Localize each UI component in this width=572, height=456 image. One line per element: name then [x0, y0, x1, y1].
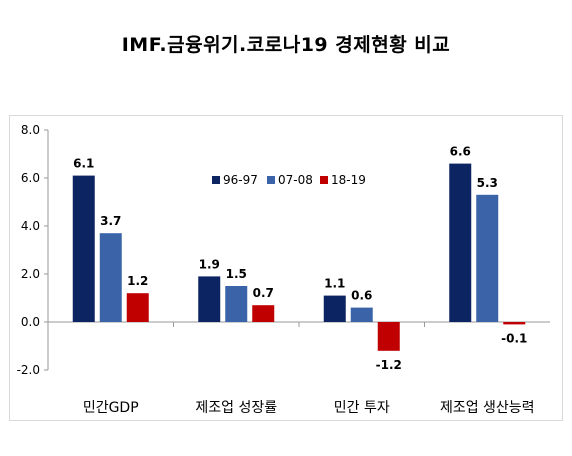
bar-96-97 — [72, 175, 95, 322]
y-tick-label: 0.0 — [21, 315, 40, 329]
bar-96-97 — [449, 163, 472, 322]
chart-title: IMF.금융위기.코로나19 경제현황 비교 — [121, 34, 451, 56]
data-label: 6.1 — [73, 157, 94, 171]
data-label: -1.2 — [376, 358, 402, 372]
x-category-label: 제조업 성장률 — [195, 400, 277, 416]
x-category-label: 민간GDP — [83, 400, 139, 416]
legend-swatch — [267, 176, 275, 184]
bar-07-08 — [350, 307, 373, 322]
bar-07-08 — [225, 286, 248, 322]
y-tick-label: 8.0 — [21, 123, 40, 137]
bar-18-19 — [126, 293, 149, 322]
y-tick-label: -2.0 — [17, 363, 40, 377]
legend-swatch — [320, 176, 328, 184]
y-tick-label: 4.0 — [21, 219, 40, 233]
data-label: 0.7 — [253, 286, 274, 300]
legend-label: 07-08 — [278, 173, 313, 187]
legend-label: 96-97 — [223, 173, 258, 187]
data-label: 1.5 — [226, 267, 247, 281]
chart-frame — [9, 115, 563, 421]
legend-swatch — [212, 176, 220, 184]
data-label: 0.6 — [351, 289, 372, 303]
data-label: -0.1 — [501, 331, 527, 345]
y-tick-label: 2.0 — [21, 267, 40, 281]
data-label: 6.6 — [450, 145, 471, 159]
x-category-label: 제조업 생산능력 — [440, 400, 535, 416]
bar-96-97 — [323, 295, 346, 322]
bar-18-19 — [252, 305, 275, 322]
bar-07-08 — [476, 194, 499, 322]
data-label: 1.9 — [199, 257, 220, 271]
bar-96-97 — [198, 276, 221, 322]
legend-label: 18-19 — [331, 173, 366, 187]
data-label: 5.3 — [477, 176, 498, 190]
data-label: 3.7 — [100, 214, 121, 228]
bar-18-19 — [377, 322, 400, 351]
y-tick-label: 6.0 — [21, 171, 40, 185]
data-label: 1.2 — [127, 274, 148, 288]
data-label: 1.1 — [324, 277, 345, 291]
x-category-label: 민간 투자 — [334, 400, 390, 416]
bar-07-08 — [99, 233, 122, 322]
bar-18-19 — [503, 322, 526, 325]
